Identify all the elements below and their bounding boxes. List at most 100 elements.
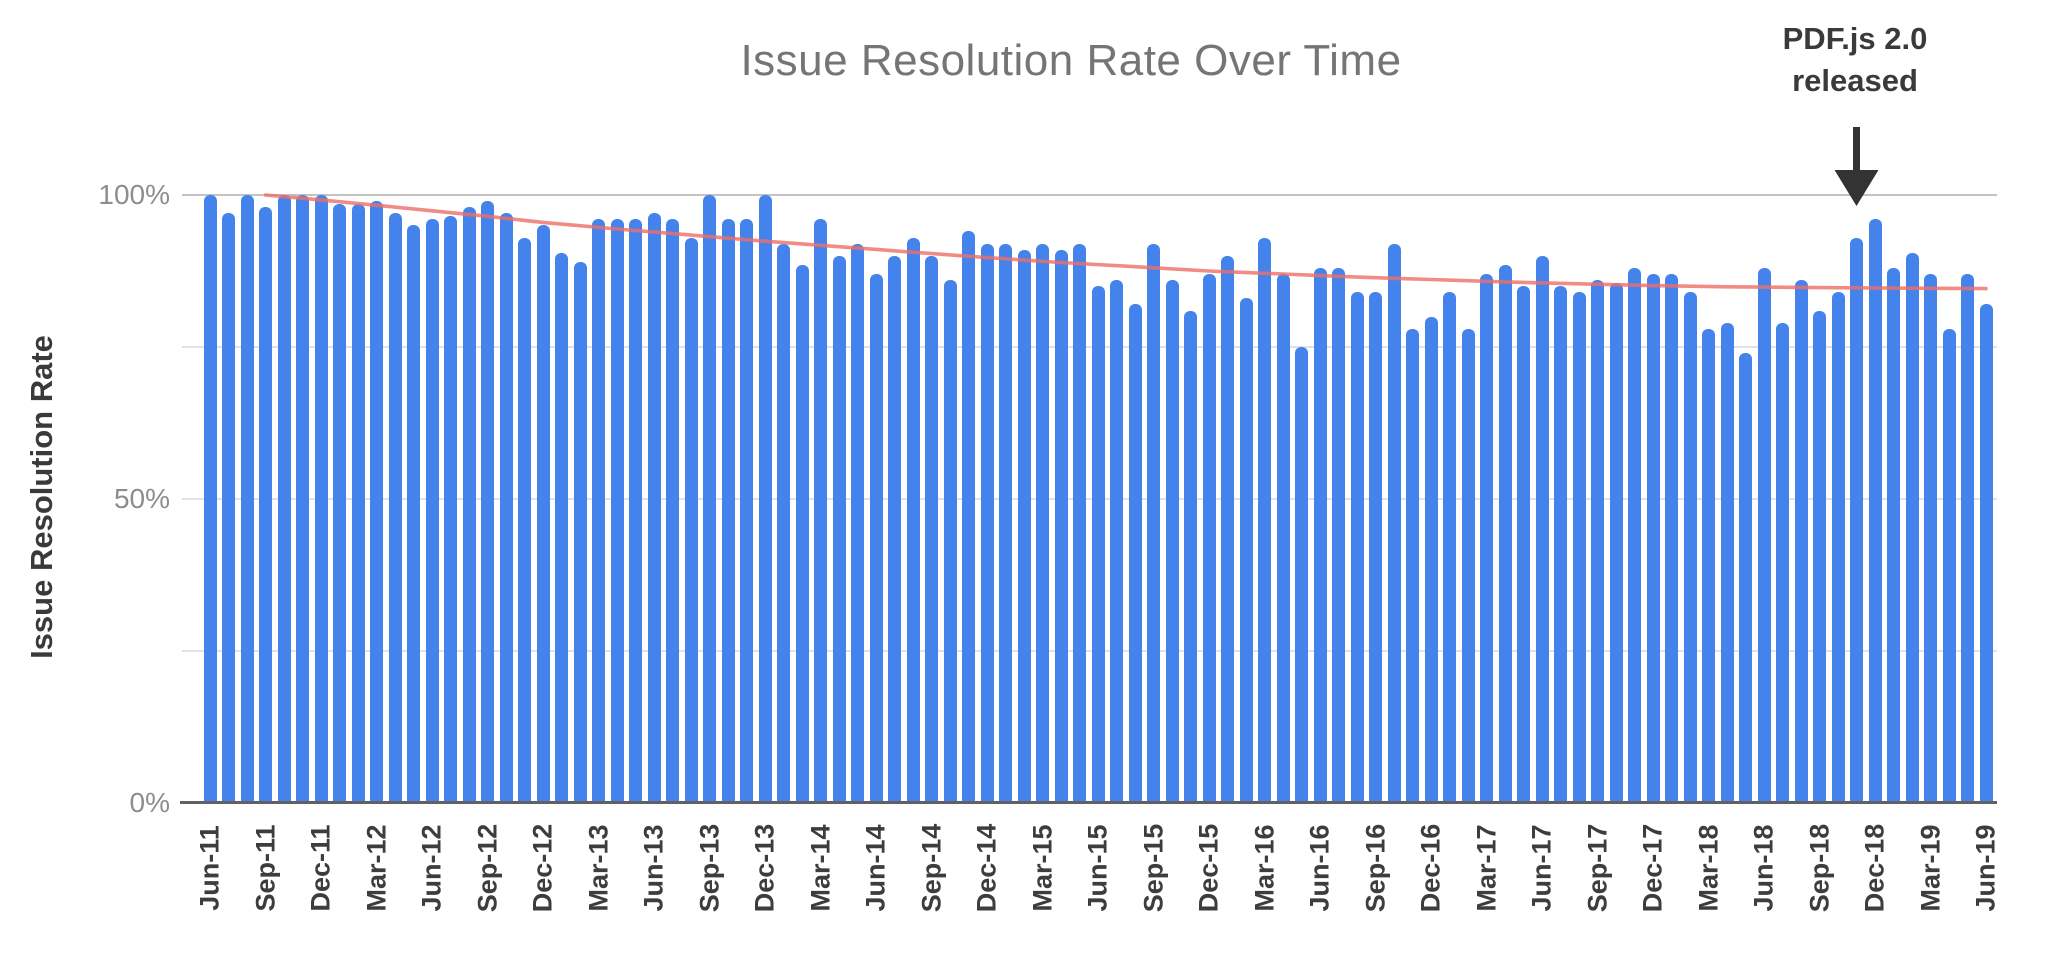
x-tick-label: Mar-13 — [583, 824, 613, 912]
bar-Jun-18 — [1757, 267, 1771, 803]
x-tick-Jun-15: Jun-15 — [1081, 816, 1115, 920]
bar-Jan-17 — [1443, 292, 1456, 803]
bar-May-16 — [1295, 347, 1308, 803]
x-tick-Mar-13: Mar-13 — [582, 816, 616, 920]
bar-Nov-17 — [1628, 267, 1641, 803]
y-tick-100%: 100% — [98, 179, 170, 210]
x-tick-label: Dec-18 — [1859, 823, 1890, 913]
x-tick-label: Mar-18 — [1693, 824, 1723, 912]
x-tick-label: Dec-14 — [971, 823, 1002, 913]
x-tick-Dec-15: Dec-15 — [1192, 816, 1226, 920]
bar-Dec-12 — [536, 225, 550, 803]
bar-Jun-12 — [425, 219, 439, 803]
bar-Nov-12 — [518, 237, 531, 803]
x-tick-Jun-19: Jun-19 — [1969, 816, 2003, 920]
x-tick-label: Sep-17 — [1582, 823, 1612, 913]
bar-Sep-13 — [703, 195, 716, 803]
bar-Apr-14 — [832, 255, 846, 803]
bar-Feb-18 — [1683, 292, 1697, 803]
x-tick-Sep-18: Sep-18 — [1803, 816, 1837, 920]
bar-Oct-15 — [1165, 280, 1179, 803]
bar-Jul-17 — [1554, 286, 1567, 803]
bar-Dec-14 — [980, 243, 994, 803]
x-tick-label: Sep-14 — [916, 823, 946, 913]
bar-Nov-14 — [962, 231, 975, 803]
x-tick-label: Jun-12 — [416, 824, 447, 912]
bar-Dec-17 — [1646, 274, 1660, 803]
bar-Jun-19 — [1979, 304, 1993, 803]
bar-Apr-13 — [610, 219, 624, 803]
bar-Feb-16 — [1239, 298, 1253, 803]
x-tick-Sep-17: Sep-17 — [1581, 816, 1615, 920]
x-tick-label: Mar-17 — [1471, 824, 1501, 912]
x-tick-label: Jun-16 — [1304, 824, 1335, 912]
bar-Apr-15 — [1054, 249, 1068, 803]
y-tick-0%: 0% — [129, 787, 170, 818]
x-tick-Dec-13: Dec-13 — [748, 816, 782, 920]
gridline-25 — [182, 650, 1997, 652]
bar-Mar-12 — [370, 201, 383, 803]
bar-Jun-11 — [203, 195, 217, 803]
bar-Mar-15 — [1036, 243, 1049, 803]
x-tick-label: Dec-16 — [1415, 823, 1446, 913]
x-tick-label: Mar-14 — [805, 824, 835, 912]
x-tick-label: Dec-11 — [305, 824, 336, 912]
bar-Aug-12 — [462, 207, 476, 803]
x-tick-label: Jun-14 — [860, 824, 891, 912]
x-tick-label: Mar-12 — [361, 824, 391, 912]
bar-Aug-11 — [240, 195, 254, 803]
bar-Jul-13 — [666, 219, 679, 803]
bar-Apr-12 — [388, 213, 402, 803]
bar-Jul-15 — [1110, 280, 1123, 803]
x-tick-Jun-12: Jun-12 — [415, 816, 449, 920]
x-tick-Sep-11: Sep-11 — [249, 816, 283, 920]
bar-May-12 — [407, 225, 420, 803]
x-tick-Dec-14: Dec-14 — [970, 816, 1004, 920]
bar-Jun-17 — [1535, 255, 1549, 803]
bar-May-13 — [629, 219, 642, 803]
bar-Apr-19 — [1942, 328, 1956, 803]
bar-Oct-12 — [499, 213, 513, 803]
bar-Aug-16 — [1350, 292, 1364, 803]
x-tick-Mar-12: Mar-12 — [360, 816, 394, 920]
bar-Mar-13 — [592, 219, 605, 803]
bar-Jul-12 — [444, 216, 457, 803]
bar-Dec-15 — [1202, 274, 1216, 803]
x-tick-Mar-18: Mar-18 — [1692, 816, 1726, 920]
bar-May-17 — [1517, 286, 1530, 803]
bar-Mar-14 — [814, 219, 827, 803]
x-tick-label: Dec-13 — [749, 823, 780, 913]
chart-title: Issue Resolution Rate Over Time — [740, 36, 1402, 85]
x-tick-Mar-15: Mar-15 — [1026, 816, 1060, 920]
bar-Aug-15 — [1128, 304, 1142, 803]
bar-Sep-11 — [259, 207, 272, 803]
bar-Mar-19 — [1924, 274, 1937, 803]
bar-Jun-13 — [647, 213, 661, 803]
bar-Jun-14 — [869, 274, 883, 803]
x-tick-label: Sep-15 — [1138, 823, 1168, 913]
annotation-line-2: released — [1792, 63, 1918, 98]
x-tick-label: Mar-19 — [1915, 824, 1945, 912]
x-tick-Jun-11: Jun-11 — [193, 816, 227, 920]
bar-Feb-12 — [351, 204, 365, 803]
bar-Aug-14 — [906, 237, 920, 803]
x-tick-Jun-18: Jun-18 — [1747, 816, 1781, 920]
bar-Nov-13 — [740, 219, 753, 803]
x-tick-Sep-14: Sep-14 — [915, 816, 949, 920]
bar-Sep-17 — [1591, 280, 1604, 803]
bar-Oct-11 — [277, 195, 291, 803]
bar-Feb-13 — [573, 261, 587, 803]
x-tick-Jun-14: Jun-14 — [859, 816, 893, 920]
bar-Aug-17 — [1572, 292, 1586, 803]
bar-Jan-13 — [555, 252, 568, 803]
bar-Jul-11 — [222, 213, 235, 803]
x-tick-Sep-16: Sep-16 — [1359, 816, 1393, 920]
bar-Oct-13 — [721, 219, 735, 803]
bar-Feb-19 — [1905, 252, 1919, 803]
bar-Sep-16 — [1369, 292, 1382, 803]
x-tick-label: Dec-17 — [1637, 823, 1668, 913]
bar-Dec-13 — [758, 195, 772, 803]
bar-Aug-18 — [1794, 280, 1808, 803]
x-tick-label: Jun-19 — [1970, 824, 2001, 912]
bar-Apr-17 — [1498, 264, 1512, 803]
